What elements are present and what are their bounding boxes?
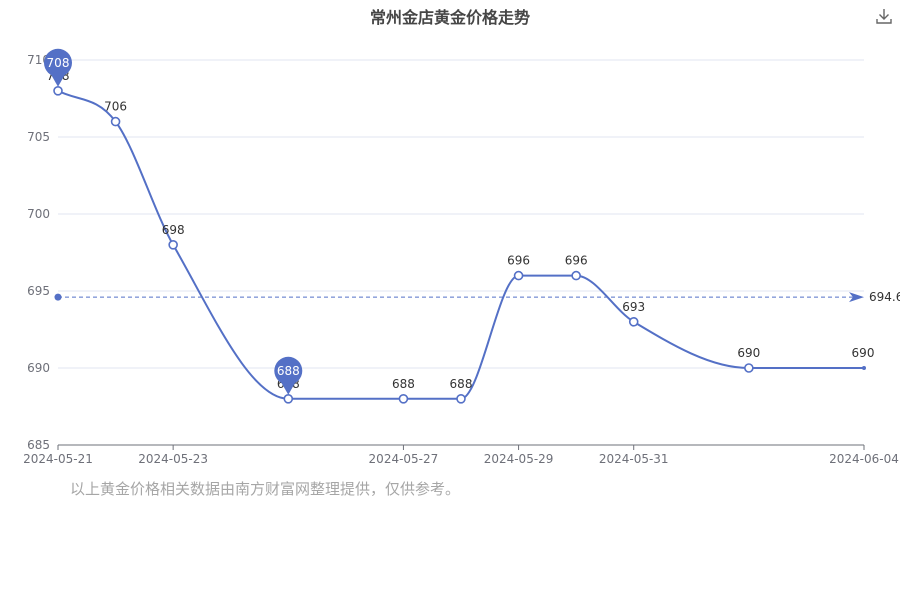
x-tick-label: 2024-06-04 (829, 452, 899, 466)
data-point (744, 363, 754, 373)
download-icon (876, 9, 892, 24)
data-point (571, 270, 581, 281)
data-points: 708706698688688688696696693690690 (47, 69, 875, 404)
x-tick-label: 2024-05-23 (138, 452, 208, 466)
data-label: 688 (392, 377, 415, 391)
y-tick-label: 705 (27, 130, 50, 144)
x-tick-label: 2024-05-21 (23, 452, 93, 466)
y-tick-label: 700 (27, 207, 50, 221)
data-point (168, 240, 178, 250)
min-pin-tail (280, 380, 297, 395)
data-point (628, 316, 639, 327)
chart-title: 常州金店黄金价格走势 (369, 8, 530, 27)
data-point (53, 86, 63, 96)
y-tick-label: 690 (27, 361, 50, 375)
data-label: 696 (507, 254, 530, 268)
data-label: 690 (737, 346, 760, 360)
max-pin-tail (50, 72, 66, 87)
min-pin (274, 356, 303, 385)
data-label: 693 (622, 300, 645, 314)
data-point (513, 270, 524, 281)
data-label: 698 (162, 223, 185, 237)
y-tick-label: 685 (27, 438, 50, 452)
x-tick-label: 2024-05-27 (369, 452, 439, 466)
max-pin-label: 708 (47, 56, 70, 70)
y-tick-label: 695 (27, 284, 50, 298)
data-label: 696 (565, 254, 588, 268)
footnote: 以上黄金价格相关数据由南方财富网整理提供，仅供参考。 (70, 480, 461, 498)
average-line: 694.6 (54, 290, 900, 304)
data-point (110, 116, 121, 127)
data-label: 688 (450, 377, 473, 391)
data-label: 690 (852, 346, 875, 360)
average-arrow (849, 292, 864, 303)
data-label: 706 (104, 100, 127, 114)
max-pin (44, 48, 72, 77)
x-tick-label: 2024-05-29 (484, 452, 554, 466)
download-button[interactable] (874, 6, 894, 26)
average-label: 694.6 (869, 290, 900, 304)
data-point (398, 393, 409, 404)
data-point (862, 366, 866, 370)
x-tick-label: 2024-05-31 (599, 452, 669, 466)
data-point (456, 393, 466, 404)
grid-lines (58, 59, 864, 369)
min-pin-label: 688 (277, 364, 300, 378)
data-point (283, 393, 294, 404)
extreme-markers: 708 688 (44, 48, 303, 395)
